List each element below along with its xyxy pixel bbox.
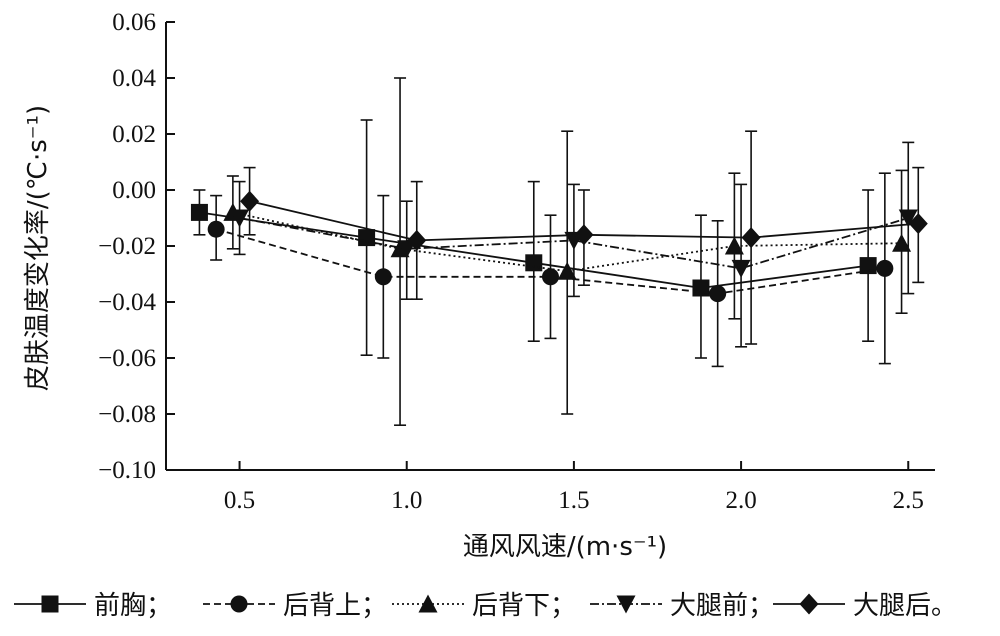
x-axis-ticks: 0.5 1.0 1.5 2.0 2.5: [224, 461, 924, 514]
legend-item: 大腿后。: [773, 591, 957, 621]
x-axis-title: 通风风速/(m·s⁻¹): [463, 532, 667, 562]
legend-marker: [418, 594, 438, 613]
data-point: [190, 203, 208, 221]
series-line: [215, 228, 885, 295]
y-tick-label: 0.04: [112, 65, 156, 92]
y-tick-label: −0.08: [98, 401, 156, 428]
y-axis-ticks: 0.06 0.04 0.02 0.00 −0.02 −0.04 −0.06 −0.08 −0.1…: [98, 9, 175, 484]
y-tick-label: −0.06: [98, 345, 156, 372]
legend-marker: [799, 593, 819, 615]
x-tick-label: 2.0: [725, 487, 756, 514]
data-point: [898, 209, 918, 228]
x-tick-label: 1.0: [391, 487, 422, 514]
y-tick-label: 0.06: [112, 9, 156, 36]
legend-item: 前胸；: [14, 591, 172, 621]
y-axis-title: 皮肤温度变化率/(℃·s⁻¹): [23, 105, 53, 391]
legend-label: 后背下；: [472, 591, 576, 621]
data-point: [709, 285, 727, 303]
data-point: [407, 229, 427, 251]
data-point: [557, 261, 577, 280]
data-point: [908, 213, 928, 235]
legend-item: 后背下；: [392, 591, 576, 621]
data-point: [542, 268, 559, 286]
series-0: [190, 119, 877, 359]
data-point: [230, 209, 250, 228]
y-tick-label: −0.10: [98, 457, 156, 484]
data-point: [731, 259, 751, 278]
data-point: [207, 220, 225, 238]
legend-marker: [616, 595, 636, 614]
x-tick-label: 0.5: [224, 487, 255, 514]
y-tick-label: 0.02: [112, 121, 156, 148]
data-point: [724, 236, 744, 255]
series-1: [207, 172, 894, 368]
series-4: [240, 130, 928, 345]
y-tick-label: −0.02: [98, 233, 156, 260]
series-line: [239, 217, 909, 270]
x-tick-label: 1.5: [558, 487, 589, 514]
x-tick-label: 2.5: [893, 487, 924, 514]
y-tick-label: 0.00: [112, 177, 156, 204]
data-point: [374, 268, 392, 286]
data-point: [892, 233, 912, 252]
series-layer: [190, 77, 928, 427]
data-point: [240, 190, 260, 212]
data-point: [741, 227, 761, 249]
y-tick-label: −0.04: [98, 289, 156, 316]
legend-label: 大腿后。: [853, 591, 957, 621]
legend-item: 后背上；: [203, 591, 387, 621]
legend-item: 大腿前；: [590, 591, 774, 621]
data-point: [876, 259, 894, 277]
series-2: [223, 77, 912, 427]
data-point: [358, 229, 376, 247]
legend-marker: [230, 595, 248, 613]
legend-label: 前胸；: [94, 591, 172, 621]
data-point: [525, 254, 543, 272]
legend: 前胸； 后背上； 后背下； 大腿前； 大腿后。: [14, 591, 957, 621]
data-point: [692, 279, 710, 297]
series-3: [230, 141, 918, 348]
legend-label: 大腿前；: [670, 591, 774, 621]
data-point: [574, 224, 594, 246]
legend-label: 后背上；: [283, 591, 387, 621]
legend-marker: [41, 595, 59, 613]
